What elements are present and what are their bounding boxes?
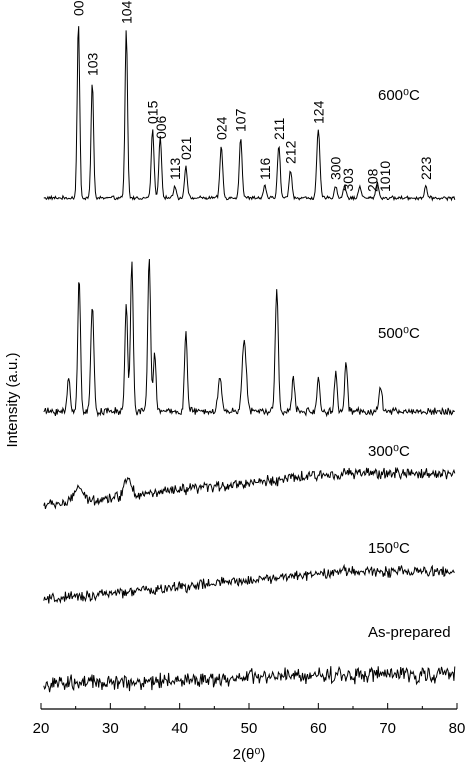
x-tick-label: 30 xyxy=(102,720,119,737)
x-tick-label: 40 xyxy=(171,720,188,737)
peak-label: 1010 xyxy=(377,161,393,192)
peak-label: 024 xyxy=(213,116,229,140)
peak-label: 211 xyxy=(271,117,287,140)
peak-label: 223 xyxy=(418,156,434,180)
peak-label: 116 xyxy=(257,157,273,180)
x-tick-label: 70 xyxy=(379,720,396,737)
peak-label: 303 xyxy=(340,168,356,192)
peak-label: 015 xyxy=(145,100,161,124)
x-tick-label: 80 xyxy=(449,720,466,737)
axes: 20 30 40 50 60 70 80 xyxy=(33,703,466,737)
series-label: 300⁰C xyxy=(368,443,410,460)
peak-label: 300 xyxy=(328,156,344,180)
peak-label: 212 xyxy=(283,140,299,164)
series-line xyxy=(43,466,456,510)
peak-label: 124 xyxy=(310,100,326,124)
series-line xyxy=(43,563,455,604)
series-label: 150⁰C xyxy=(368,540,410,557)
series-labels: 600⁰C 500⁰C 300⁰C 150⁰C As-prepared xyxy=(368,87,451,641)
peak-label: 004 xyxy=(70,0,86,16)
peak-label: 107 xyxy=(233,108,249,132)
y-axis-title: Intensity (a.u.) xyxy=(4,352,21,447)
peak-label: 021 xyxy=(178,136,194,160)
series-label: 600⁰C xyxy=(378,87,420,104)
peak-label: 006 xyxy=(153,115,169,139)
x-tick-label: 60 xyxy=(310,720,327,737)
series-line xyxy=(43,26,456,202)
peak-label: 208 xyxy=(364,168,380,192)
series-label: As-prepared xyxy=(368,624,451,641)
peak-label: 113 xyxy=(167,157,183,180)
series-label: 500⁰C xyxy=(378,325,420,342)
x-tick-label: 20 xyxy=(33,720,50,737)
series-line xyxy=(43,665,456,693)
peak-label: 104 xyxy=(118,0,134,24)
peak-label: 103 xyxy=(84,52,100,76)
x-axis-title: 2(θ⁰) xyxy=(233,746,266,763)
x-tick-label: 50 xyxy=(241,720,258,737)
series-group xyxy=(43,26,456,693)
series-line xyxy=(43,258,456,418)
